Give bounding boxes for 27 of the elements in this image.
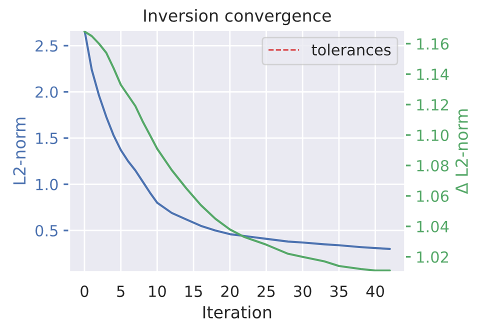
y2-axis-title: Δ L2-norm	[455, 109, 468, 194]
y2-tick-label: 1.06	[417, 190, 449, 202]
y-tick-label: 1.5	[36, 132, 58, 144]
y2-tick-label: 1.12	[417, 99, 448, 110]
x-tick-label: 5	[117, 286, 124, 298]
y2-tick-label: 1.14	[417, 68, 449, 80]
x-tick-label: 10	[149, 286, 166, 298]
x-tick-label: 25	[258, 286, 275, 298]
x-tick-label: 0	[80, 286, 88, 298]
x-axis-title: Iteration	[203, 306, 272, 318]
x-tick-label: 35	[330, 286, 348, 298]
x-tick-label: 15	[185, 286, 202, 298]
y-axis-title: L2-norm	[13, 118, 26, 184]
y2-tick-label: 1.02	[417, 251, 448, 263]
y-tick-label: 1.0	[36, 178, 58, 190]
chart-title: Inversion convergence	[144, 8, 331, 26]
x-tick-label: 40	[366, 286, 384, 298]
x-tick-label: 30	[294, 286, 312, 298]
y-tick-label: 2.0	[36, 86, 58, 98]
y-tick-label: 0.5	[36, 224, 58, 236]
y2-tick-label: 1.08	[417, 160, 448, 172]
x-tick-label: 20	[221, 286, 239, 298]
y2-tick-label: 1.04	[417, 220, 449, 232]
y-tick-label: 2.5	[36, 40, 58, 52]
y2-tick-label: 1.10	[417, 129, 449, 142]
legend-label: tolerances	[312, 44, 391, 56]
y2-tick-label: 1.16	[417, 38, 449, 50]
